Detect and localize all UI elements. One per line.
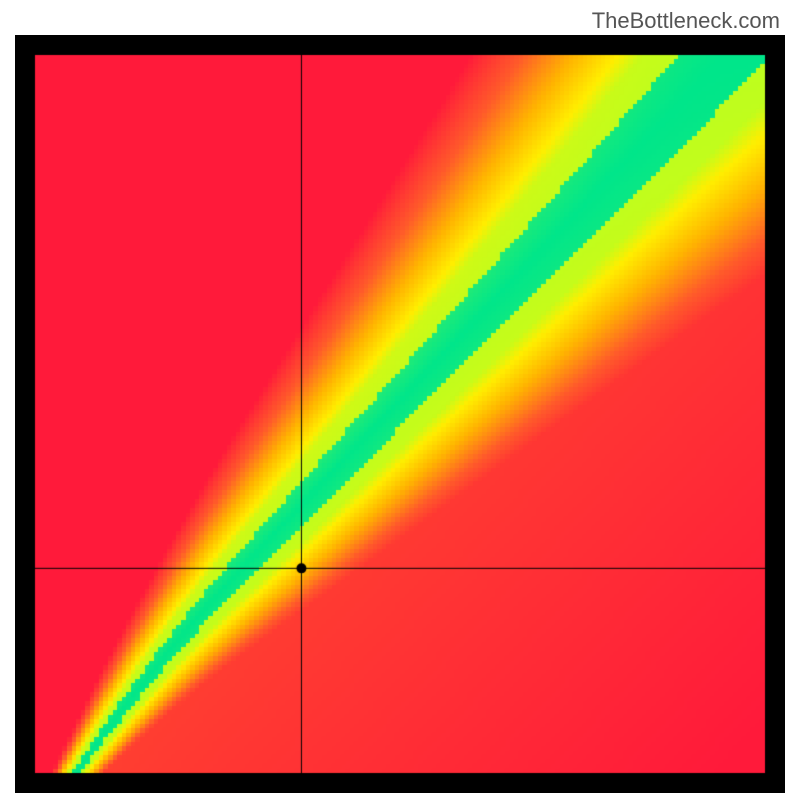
chart-container: TheBottleneck.com [0,0,800,800]
heatmap-canvas [15,35,785,793]
watermark-text: TheBottleneck.com [592,8,780,34]
chart-area [15,35,785,793]
